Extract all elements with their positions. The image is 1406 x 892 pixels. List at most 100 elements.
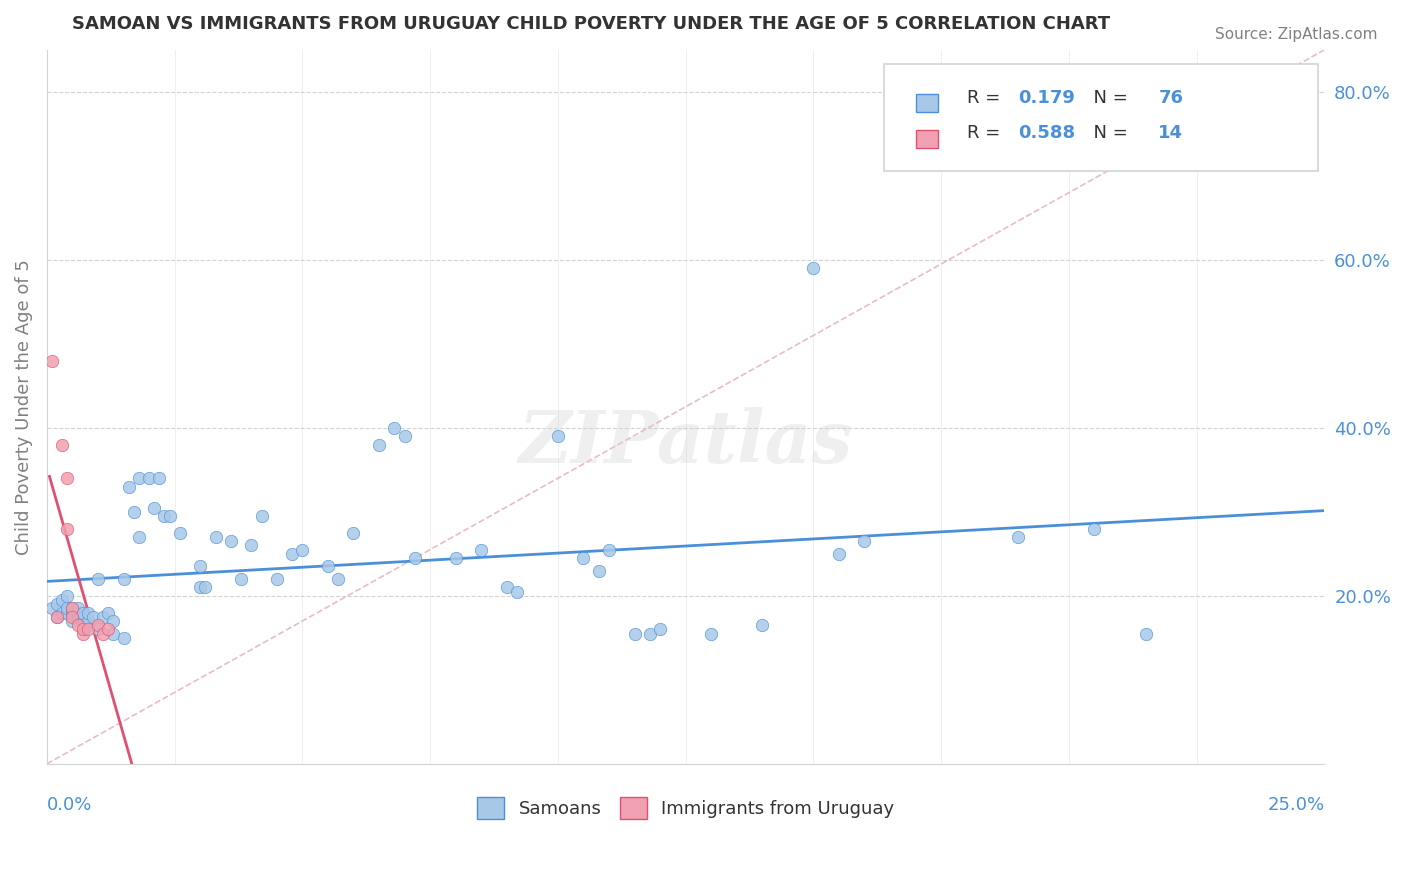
Point	[506, 584, 529, 599]
Point	[1135, 626, 1157, 640]
Point	[103, 614, 125, 628]
Text: 14: 14	[1159, 124, 1184, 143]
Point	[51, 593, 73, 607]
Point	[188, 559, 211, 574]
Point	[153, 509, 176, 524]
Point	[281, 547, 304, 561]
Point	[159, 509, 181, 524]
Point	[188, 581, 211, 595]
Text: R =: R =	[967, 88, 1005, 107]
Text: N =: N =	[1081, 124, 1133, 143]
Point	[1007, 530, 1029, 544]
FancyBboxPatch shape	[883, 64, 1317, 171]
Text: ZIPatlas: ZIPatlas	[519, 407, 852, 478]
Point	[87, 618, 110, 632]
Point	[46, 610, 69, 624]
Point	[76, 606, 98, 620]
Point	[51, 437, 73, 451]
Point	[266, 572, 288, 586]
Point	[118, 480, 141, 494]
Point	[122, 505, 145, 519]
Point	[62, 601, 84, 615]
Point	[66, 610, 89, 624]
Point	[51, 606, 73, 620]
Point	[751, 618, 773, 632]
FancyBboxPatch shape	[915, 95, 938, 112]
Point	[41, 601, 63, 615]
Point	[169, 525, 191, 540]
Point	[803, 261, 825, 276]
Text: 76: 76	[1159, 88, 1184, 107]
Point	[240, 538, 263, 552]
Point	[588, 564, 610, 578]
Text: 0.179: 0.179	[1018, 88, 1074, 107]
Point	[62, 601, 84, 615]
Point	[853, 534, 876, 549]
Point	[138, 471, 160, 485]
Point	[72, 623, 94, 637]
Point	[56, 589, 79, 603]
Text: 0.0%: 0.0%	[46, 796, 93, 814]
Point	[66, 601, 89, 615]
Point	[62, 614, 84, 628]
Point	[1083, 522, 1105, 536]
Point	[229, 572, 252, 586]
Point	[46, 610, 69, 624]
Point	[547, 429, 569, 443]
Point	[572, 551, 595, 566]
Point	[700, 626, 723, 640]
Point	[394, 429, 416, 443]
Point	[87, 572, 110, 586]
Point	[143, 500, 166, 515]
Point	[72, 606, 94, 620]
Point	[66, 606, 89, 620]
Point	[470, 542, 492, 557]
Point	[76, 618, 98, 632]
Point	[87, 623, 110, 637]
Text: SAMOAN VS IMMIGRANTS FROM URUGUAY CHILD POVERTY UNDER THE AGE OF 5 CORRELATION C: SAMOAN VS IMMIGRANTS FROM URUGUAY CHILD …	[73, 15, 1111, 33]
Point	[62, 606, 84, 620]
Point	[56, 471, 79, 485]
Point	[56, 606, 79, 620]
Text: Source: ZipAtlas.com: Source: ZipAtlas.com	[1215, 27, 1378, 42]
Point	[103, 626, 125, 640]
Point	[204, 530, 226, 544]
Point	[316, 559, 339, 574]
Point	[328, 572, 350, 586]
Point	[250, 509, 273, 524]
Point	[56, 522, 79, 536]
Point	[148, 471, 170, 485]
Point	[638, 626, 661, 640]
Text: 25.0%: 25.0%	[1267, 796, 1324, 814]
Text: R =: R =	[967, 124, 1005, 143]
Point	[495, 581, 517, 595]
Point	[219, 534, 242, 549]
Point	[97, 606, 120, 620]
Point	[342, 525, 364, 540]
Point	[76, 614, 98, 628]
Point	[404, 551, 426, 566]
Point	[41, 353, 63, 368]
Point	[66, 618, 89, 632]
Point	[128, 530, 150, 544]
Point	[62, 610, 84, 624]
Point	[112, 631, 135, 645]
Point	[72, 614, 94, 628]
Point	[128, 471, 150, 485]
Point	[76, 623, 98, 637]
Point	[194, 581, 217, 595]
Point	[648, 623, 671, 637]
Point	[56, 601, 79, 615]
Point	[598, 542, 620, 557]
Point	[382, 421, 405, 435]
Point	[291, 542, 314, 557]
Point	[112, 572, 135, 586]
Point	[91, 626, 114, 640]
Point	[72, 626, 94, 640]
Point	[46, 597, 69, 611]
Text: N =: N =	[1081, 88, 1133, 107]
Point	[72, 610, 94, 624]
Point	[368, 437, 391, 451]
Point	[444, 551, 467, 566]
Text: 0.588: 0.588	[1018, 124, 1076, 143]
